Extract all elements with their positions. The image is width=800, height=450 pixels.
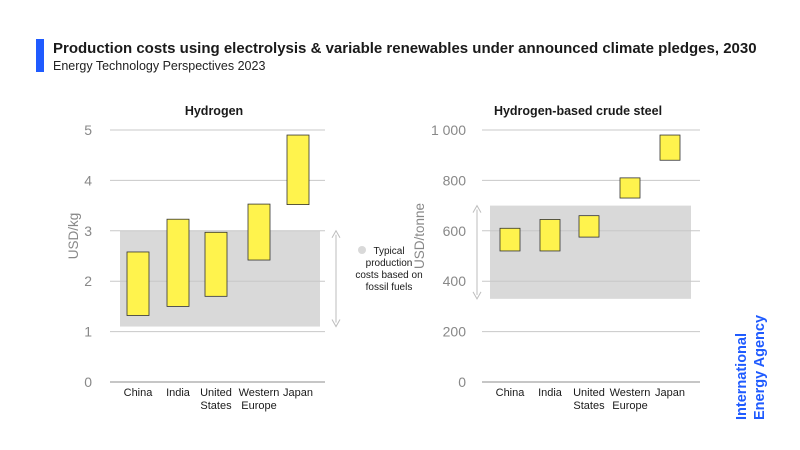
- y-tick-label: 1: [84, 324, 92, 340]
- legend-label: costs based on: [355, 270, 422, 281]
- y-tick-label: 200: [443, 324, 467, 340]
- range-bar: [247, 203, 271, 261]
- range-bar: [499, 227, 521, 252]
- y-tick-label: 0: [458, 374, 466, 390]
- y-axis-label: USD/tonne: [412, 203, 427, 269]
- range-bar: [659, 134, 681, 161]
- category-label: Europe: [612, 400, 647, 412]
- category-label: India: [166, 387, 191, 399]
- category-label: United: [200, 387, 232, 399]
- range-bar: [126, 251, 150, 316]
- y-tick-label: 600: [443, 223, 467, 239]
- iea-logo: International Energy Agency: [734, 315, 768, 420]
- hydrogen-panel: 0 1 2 3 4 5 Hydrogen USD/kg China India UnitedStat…: [66, 104, 341, 412]
- y-axis-label: USD/kg: [66, 213, 81, 260]
- band-arrow-head-bottom: [331, 319, 341, 328]
- panel-title: Hydrogen: [185, 104, 243, 118]
- y-tick-label: 2: [84, 273, 92, 289]
- category-label: India: [538, 387, 563, 399]
- y-tick-label: 0: [84, 374, 92, 390]
- category-label: Western: [610, 387, 651, 399]
- category-label: States: [200, 400, 232, 412]
- category-label: States: [573, 400, 605, 412]
- band-arrow-head-bottom: [472, 291, 482, 300]
- range-bar: [166, 218, 190, 307]
- category-label: United: [573, 387, 605, 399]
- y-tick-label: 5: [84, 122, 92, 138]
- range-bar: [578, 215, 600, 238]
- legend-label: production: [366, 258, 413, 269]
- y-tick-label: 3: [84, 223, 92, 239]
- y-tick-label: 800: [443, 172, 467, 188]
- category-label: Japan: [655, 387, 685, 399]
- category-label: China: [124, 387, 154, 399]
- category-label: Japan: [283, 387, 313, 399]
- range-bar: [539, 219, 561, 252]
- y-tick-label: 400: [443, 273, 467, 289]
- legend-marker: [358, 246, 366, 254]
- title-accent-bar: [36, 39, 44, 72]
- range-bar: [619, 177, 641, 199]
- legend-label: fossil fuels: [366, 282, 413, 293]
- logo-line-2: Energy Agency: [752, 315, 768, 420]
- category-label: China: [496, 387, 526, 399]
- category-label: Western: [239, 387, 280, 399]
- band-arrow-head-top: [331, 229, 341, 239]
- legend-label: Typical: [373, 246, 404, 257]
- y-tick-label: 1 000: [431, 122, 466, 138]
- chart-subtitle: Energy Technology Perspectives 2023: [53, 59, 266, 73]
- range-bar: [204, 231, 228, 297]
- logo-line-1: International: [734, 333, 750, 420]
- range-bar: [286, 134, 310, 205]
- panel-title: Hydrogen-based crude steel: [494, 104, 662, 118]
- y-tick-label: 4: [84, 172, 92, 188]
- band-arrow-head-top: [472, 204, 482, 213]
- steel-panel: 0 200 400 600 800 1 000 Hydrogen-based crude s…: [412, 104, 700, 412]
- category-label: Europe: [241, 400, 276, 412]
- chart-title: Production costs using electrolysis & va…: [53, 40, 757, 57]
